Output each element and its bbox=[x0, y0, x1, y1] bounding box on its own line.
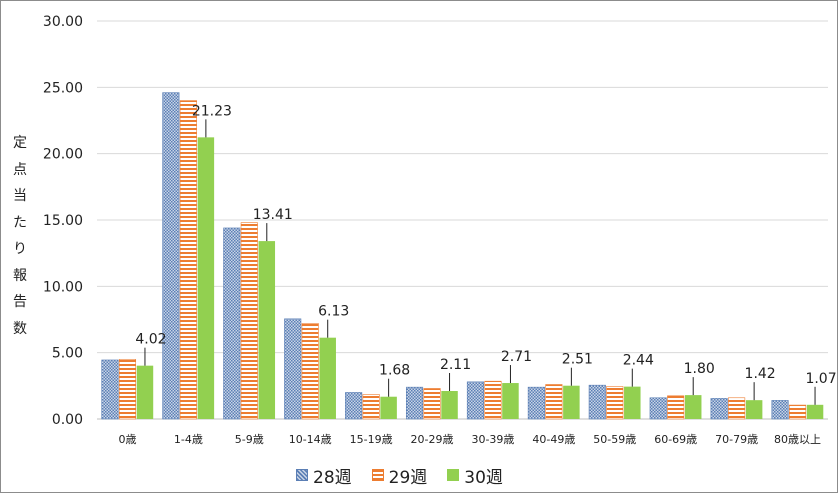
x-tick-label: 5-9歳 bbox=[235, 433, 264, 446]
bar-28-6 bbox=[466, 381, 485, 420]
bar-28-0 bbox=[101, 359, 119, 420]
bar-28-11 bbox=[771, 400, 789, 420]
bar-28-9 bbox=[649, 397, 667, 420]
legend-swatch-28 bbox=[296, 469, 308, 481]
legend-item-30: 30週 bbox=[447, 463, 503, 488]
x-tick-label: 1-4歳 bbox=[174, 433, 203, 446]
legend-item-28: 28週 bbox=[296, 463, 352, 488]
y-tick-label: 25.00 bbox=[43, 80, 83, 96]
bar-28-10 bbox=[710, 398, 728, 420]
y-tick-label: 15.00 bbox=[43, 213, 83, 229]
legend-label-29: 29週 bbox=[388, 467, 428, 488]
bar-28-4 bbox=[345, 392, 363, 420]
data-label: 2.51 bbox=[562, 352, 593, 368]
legend-item-29: 29週 bbox=[371, 463, 428, 488]
y-tick-label: 20.00 bbox=[43, 147, 83, 163]
data-label: 1.68 bbox=[379, 363, 410, 379]
data-label: 1.42 bbox=[745, 366, 776, 382]
x-tick-label: 20-29歳 bbox=[411, 433, 454, 446]
bar-28-2 bbox=[223, 227, 241, 420]
bar-30-0 bbox=[136, 365, 154, 419]
y-axis-label: 定点当たり報告数 bbox=[13, 135, 27, 337]
y-tick-label: 5.00 bbox=[52, 346, 83, 362]
bar-30-5 bbox=[441, 391, 458, 419]
bar-30-3 bbox=[319, 337, 336, 419]
bar-29-9 bbox=[667, 395, 685, 420]
data-label: 13.41 bbox=[253, 207, 293, 223]
bar-30-11 bbox=[806, 404, 824, 419]
data-label: 1.07 bbox=[805, 371, 836, 387]
bar-29-2 bbox=[240, 222, 258, 420]
x-tick-label: 60-69歳 bbox=[654, 433, 697, 446]
x-tick-label: 80歳以上 bbox=[774, 433, 821, 446]
bar-30-6 bbox=[502, 383, 519, 419]
legend: 28週 29週 30週 bbox=[296, 463, 503, 488]
data-label: 21.23 bbox=[192, 103, 232, 119]
data-label: 2.11 bbox=[440, 357, 471, 373]
bar-28-1 bbox=[162, 92, 180, 420]
data-label: 6.13 bbox=[318, 304, 349, 320]
bar-30-7 bbox=[563, 385, 580, 419]
x-tick-label: 40-49歳 bbox=[532, 433, 575, 446]
bar-28-7 bbox=[527, 386, 545, 420]
bar-29-0 bbox=[118, 358, 137, 420]
legend-swatch-29 bbox=[371, 469, 384, 481]
bar-30-4 bbox=[380, 396, 397, 419]
bar-29-11 bbox=[788, 404, 807, 420]
x-tick-label: 10-14歳 bbox=[289, 433, 332, 446]
bar-28-5 bbox=[405, 386, 424, 420]
legend-label-28: 28週 bbox=[313, 467, 352, 488]
y-tick-label: 10.00 bbox=[43, 279, 83, 295]
bar-30-10 bbox=[745, 400, 763, 419]
y-tick-label: 30.00 bbox=[43, 14, 83, 30]
bar-30-9 bbox=[684, 395, 702, 419]
bar-30-8 bbox=[624, 386, 641, 419]
x-tick-label: 70-79歳 bbox=[715, 433, 758, 446]
data-label: 2.71 bbox=[501, 349, 532, 365]
data-label: 1.80 bbox=[684, 361, 715, 377]
bar-28-3 bbox=[284, 318, 302, 420]
x-tick-label: 30-39歳 bbox=[471, 433, 514, 446]
legend-label-30: 30週 bbox=[464, 467, 503, 488]
bar-28-8 bbox=[588, 384, 606, 420]
y-tick-label: 0.00 bbox=[52, 412, 83, 428]
bar-29-10 bbox=[728, 397, 746, 420]
data-label: 2.44 bbox=[623, 353, 654, 369]
x-tick-label: 50-59歳 bbox=[593, 433, 636, 446]
x-tick-label: 15-19歳 bbox=[350, 433, 393, 446]
data-label: 4.02 bbox=[135, 332, 166, 348]
legend-swatch-30 bbox=[447, 469, 460, 481]
bar-29-1 bbox=[179, 100, 197, 420]
x-tick-label: 0歳 bbox=[118, 433, 136, 446]
bar-29-5 bbox=[423, 388, 441, 420]
bar-29-6 bbox=[484, 380, 502, 420]
bar-30-1 bbox=[197, 137, 215, 419]
bar-29-7 bbox=[545, 384, 563, 420]
bar-29-8 bbox=[606, 386, 624, 420]
bar-29-4 bbox=[362, 394, 380, 420]
bar-29-3 bbox=[301, 323, 319, 420]
bar-30-2 bbox=[258, 241, 276, 419]
